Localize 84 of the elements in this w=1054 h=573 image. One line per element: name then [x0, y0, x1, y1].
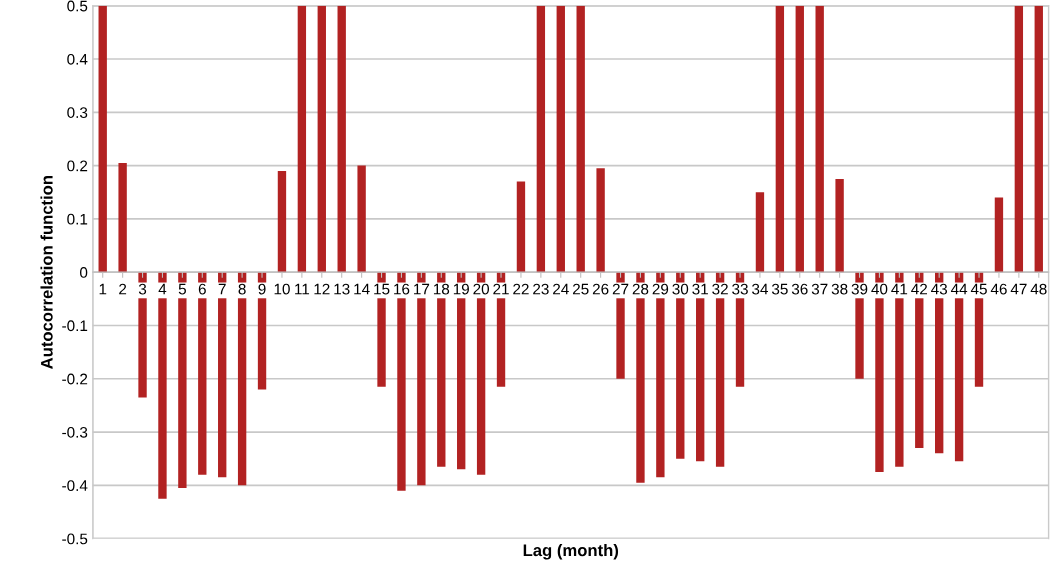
- x-tick-label: 29: [652, 283, 669, 295]
- bar: [795, 5, 804, 273]
- x-tick-label: 37: [811, 283, 828, 295]
- x-tick-label: 34: [752, 283, 768, 295]
- x-tick-label: 19: [453, 283, 469, 295]
- x-tick-label: 10: [274, 283, 290, 295]
- y-tick-label: 0.2: [67, 160, 88, 172]
- bar: [158, 272, 167, 499]
- bar: [835, 178, 844, 273]
- x-tick-label: 3: [138, 283, 147, 295]
- bar: [98, 5, 107, 273]
- x-tick-label: 1: [99, 283, 107, 295]
- bar: [277, 170, 287, 273]
- x-tick-label: 30: [672, 283, 689, 295]
- x-axis-title: Lag (month): [523, 543, 619, 560]
- y-tick-label: 0.1: [67, 213, 88, 225]
- bar: [516, 181, 526, 273]
- x-tick-label: 46: [990, 283, 1007, 295]
- x-tick-label: 8: [238, 283, 246, 295]
- bar: [576, 5, 585, 273]
- x-tick-label: 16: [394, 283, 410, 295]
- x-tick-label: 13: [334, 283, 350, 295]
- x-tick-label: 9: [258, 283, 266, 295]
- bar: [755, 192, 765, 273]
- x-tick-label: 33: [732, 283, 748, 295]
- bar: [357, 165, 366, 273]
- bar: [297, 5, 307, 273]
- x-tick-label: 24: [553, 283, 569, 295]
- x-tick-label: 28: [632, 283, 649, 295]
- bar: [994, 197, 1004, 273]
- x-tick-label: 4: [158, 283, 167, 295]
- y-tick-label: 0: [79, 267, 88, 278]
- y-tick-label: 0.5: [67, 0, 88, 12]
- y-tick-label: 0.4: [67, 53, 88, 65]
- x-tick-label: 45: [970, 283, 987, 295]
- x-tick-label: 18: [433, 283, 450, 295]
- x-tick-label: 43: [931, 283, 948, 295]
- bar: [138, 272, 147, 398]
- y-tick-label: -0.2: [62, 373, 88, 385]
- x-tick-label: 32: [712, 283, 728, 295]
- bar: [596, 168, 605, 273]
- x-tick-label: 39: [851, 283, 868, 295]
- bar: [815, 5, 824, 273]
- x-tick-label: 6: [198, 283, 206, 295]
- y-tick-label: -0.5: [62, 533, 88, 545]
- bar: [1014, 5, 1024, 273]
- y-axis-title: Autocorrelation function: [40, 175, 53, 369]
- bar: [118, 162, 127, 273]
- x-tick-label: 2: [119, 283, 127, 295]
- x-tick-label: 26: [592, 283, 609, 295]
- bar: [775, 5, 785, 273]
- x-tick-label: 15: [374, 283, 390, 295]
- x-tick-label: 27: [612, 283, 629, 295]
- x-tick-label: 41: [891, 283, 908, 295]
- x-tick-label: 47: [1010, 283, 1027, 295]
- x-tick-label: 22: [513, 283, 529, 295]
- x-tick-label: 31: [692, 283, 708, 295]
- bar: [556, 5, 565, 273]
- x-tick-label: 21: [493, 283, 509, 295]
- x-tick-label: 48: [1030, 283, 1047, 295]
- y-tick-label: -0.1: [62, 320, 88, 332]
- x-tick-label: 12: [314, 283, 330, 295]
- x-tick-label: 7: [218, 283, 226, 295]
- bar: [178, 272, 187, 488]
- x-tick-label: 35: [771, 283, 788, 295]
- bar: [536, 5, 546, 273]
- y-tick-label: -0.3: [62, 426, 88, 438]
- bar: [317, 5, 326, 273]
- x-tick-label: 38: [831, 283, 848, 295]
- bar: [337, 5, 346, 273]
- x-tick-label: 11: [295, 283, 310, 295]
- x-tick-label: 23: [533, 283, 549, 295]
- y-tick-label: 0.3: [67, 107, 88, 118]
- x-tick-label: 5: [178, 283, 186, 295]
- x-tick-label: 42: [911, 283, 928, 295]
- bar: [1034, 5, 1043, 273]
- x-tick-label: 17: [414, 283, 430, 295]
- x-tick-label: 25: [572, 283, 589, 295]
- x-tick-label: 36: [791, 283, 808, 295]
- x-tick-label: 40: [871, 283, 888, 295]
- x-tick-label: 14: [354, 283, 370, 295]
- x-tick-label: 44: [950, 283, 968, 295]
- y-tick-label: -0.4: [62, 480, 88, 492]
- x-tick-label: 20: [473, 283, 490, 295]
